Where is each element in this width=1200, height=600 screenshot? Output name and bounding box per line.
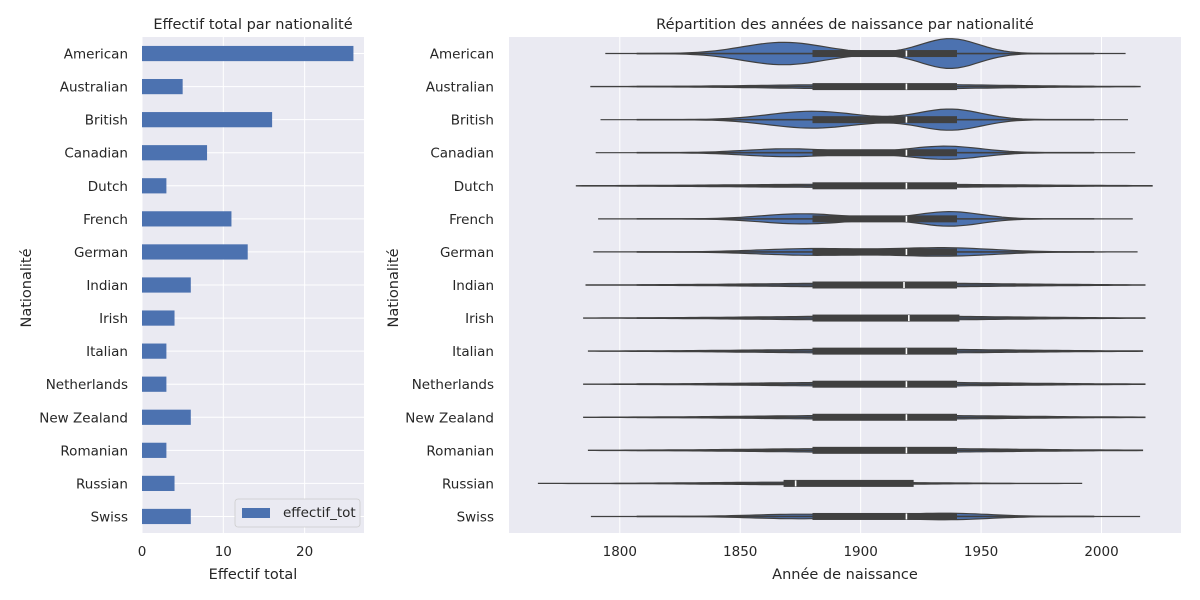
bar-chart-y-tick-label: Canadian (64, 146, 128, 162)
bar-netherlands (142, 376, 167, 392)
bar-chart-x-tick-label: 0 (138, 544, 147, 560)
violin-chart-panel: American Australian British Canadian Dutch Fr… (386, 17, 1181, 583)
violin-chart-y-tick-label: Australian (426, 80, 494, 96)
violin-chart-y-tick-label: Romanian (426, 443, 494, 459)
bar-chart-y-axis-label: Nationalité (19, 248, 35, 327)
violin-chart-y-tick-label: German (440, 245, 494, 261)
bar-swiss (142, 508, 191, 525)
violin-chart-y-tick-label: Swiss (457, 509, 494, 525)
violin-iqr-box (812, 413, 957, 421)
bar-chart-x-tick-label: 20 (296, 544, 313, 560)
violin-chart-x-tick-label: 1800 (603, 544, 637, 560)
bar-chart-y-tick-label: Netherlands (46, 377, 128, 393)
bar-chart-y-tick-label: American (64, 47, 128, 63)
violin-iqr-box (812, 281, 957, 289)
bar-chart-y-tick-label: Irish (99, 311, 128, 327)
bar-chart-x-tick-label: 10 (215, 544, 232, 560)
bar-chart-y-tick-label: German (74, 245, 128, 261)
violin-chart-x-tick-label: 1900 (843, 544, 877, 560)
bar-chart-y-tick-label: Indian (86, 278, 128, 294)
violin-chart-y-tick-label: Netherlands (412, 377, 494, 393)
bar-german (142, 244, 248, 260)
violin-chart-y-tick-label: New Zealand (405, 410, 494, 426)
violin-iqr-box (783, 479, 914, 487)
violin-iqr-box (812, 116, 957, 124)
violin-iqr-box (812, 215, 957, 223)
violin-chart-y-axis-label: Nationalité (386, 248, 402, 327)
bar-chart-title: Effectif total par nationalité (153, 17, 352, 33)
violin-chart-y-tick-label: Russian (442, 476, 494, 492)
violin-chart-x-axis-label: Année de naissance (772, 567, 918, 583)
violin-iqr-box (812, 182, 957, 190)
bar-chart-x-tick-labels: 0 10 20 (138, 544, 314, 560)
bar-indian (142, 277, 191, 293)
violin-chart-y-tick-label: French (449, 212, 494, 228)
bar-chart-y-tick-label: Russian (76, 476, 128, 492)
bar-chart-legend: effectif_tot (234, 498, 361, 528)
violin-chart-title: Répartition des années de naissance par … (656, 17, 1034, 33)
violin-iqr-box (812, 446, 957, 454)
bar-chart-y-tick-label: Italian (86, 344, 128, 360)
violin-iqr-box (812, 83, 957, 91)
bar-chart-y-tick-label: British (85, 113, 128, 129)
bar-chart-y-tick-label: French (83, 212, 128, 228)
violin-iqr-box (812, 347, 957, 355)
violin-iqr-box (812, 248, 957, 256)
violin-chart-y-tick-label: Indian (452, 278, 494, 294)
violin-chart-y-tick-label: American (430, 47, 494, 63)
violin-iqr-box (812, 380, 957, 388)
bar-chart-y-tick-label: Swiss (91, 509, 128, 525)
violin-chart-y-tick-label: British (451, 113, 494, 129)
violin-chart-y-tick-label: Canadian (430, 146, 494, 162)
violin-chart-y-tick-label: Italian (452, 344, 494, 360)
violin-chart-y-tick-labels: American Australian British Canadian Dutch Fr… (405, 47, 494, 526)
bar-chart-y-tick-label: Romanian (60, 443, 128, 459)
bar-chart-y-tick-label: Dutch (88, 179, 128, 195)
violin-chart-x-tick-label: 2000 (1084, 544, 1118, 560)
bar-french (142, 211, 232, 227)
violin-iqr-box (812, 50, 957, 58)
bar-chart-y-tick-label: New Zealand (39, 410, 128, 426)
violin-iqr-box (812, 512, 957, 520)
violin-chart-violins (537, 38, 1153, 521)
bar-romanian (142, 442, 167, 458)
legend-swatch (242, 508, 270, 518)
bar-irish (142, 310, 175, 326)
bar-australian (142, 78, 183, 95)
bar-chart-y-tick-labels: American Australian British Canadian Dutch Fr… (39, 47, 128, 526)
bar-british (142, 112, 273, 128)
bar-italian (142, 343, 167, 359)
bar-dutch (142, 178, 167, 194)
bar-american (142, 45, 354, 62)
violin-iqr-box (812, 149, 957, 157)
legend-label: effectif_tot (283, 505, 356, 521)
violin-chart-x-tick-labels: 1800 1850 1900 1950 2000 (603, 544, 1119, 560)
legend-box (234, 498, 361, 528)
violin-chart-y-tick-label: Dutch (454, 179, 494, 195)
bar-new-zealand (142, 409, 191, 425)
bar-chart-y-tick-label: Australian (60, 80, 128, 96)
bar-russian (142, 475, 175, 492)
bar-canadian (142, 145, 208, 161)
violin-chart-x-tick-label: 1850 (723, 544, 757, 560)
bar-chart-x-axis-label: Effectif total (209, 567, 298, 583)
bar-chart-panel: American Australian British Canadian Dutch Fr… (19, 17, 364, 583)
violin-chart-y-tick-label: Irish (465, 311, 494, 327)
violin-chart-x-tick-label: 1950 (964, 544, 998, 560)
violin-iqr-box (812, 314, 960, 322)
bar-chart-bars (142, 45, 354, 525)
